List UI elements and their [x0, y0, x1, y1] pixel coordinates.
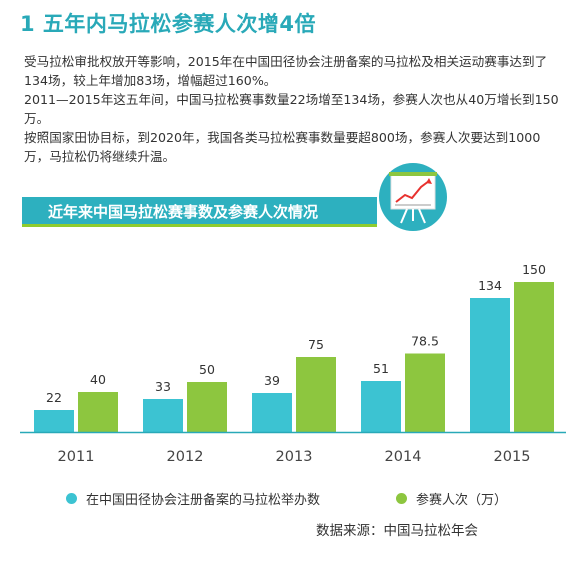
bar-s2-2013 [296, 357, 336, 432]
paragraph-3: 按照国家田协目标，到2020年，我国各类马拉松赛事数量要超800场，参赛人次要达… [24, 130, 541, 164]
data-label-s1-2015: 134 [478, 278, 502, 293]
intro-text: 受马拉松审批权放开等影响，2015年在中国田径协会注册备案的马拉松及相关运动赛事… [24, 52, 564, 166]
chart-title: 近年来中国马拉松赛事数及参赛人次情况 [48, 203, 319, 221]
x-tick-label-2015: 2015 [494, 449, 531, 465]
data-label-s2-2013: 75 [308, 337, 324, 352]
bar-s1-2015 [470, 298, 510, 432]
bar-s1-2011 [34, 410, 74, 432]
x-tick-label-2014: 2014 [385, 449, 422, 465]
page-title: 1 五年内马拉松参赛人次增4倍 [20, 12, 317, 36]
data-label-s1-2014: 51 [373, 361, 389, 376]
legend-swatch-green [396, 493, 407, 504]
bar-s2-2011 [78, 392, 118, 432]
x-tick-label-2012: 2012 [167, 449, 204, 465]
legend-swatch-teal [66, 493, 77, 504]
data-label-s1-2013: 39 [264, 373, 280, 388]
bar-s2-2012 [187, 382, 227, 432]
banner-stripe [22, 224, 377, 227]
legend-item-1: 在中国田径协会注册备案的马拉松举办数 [66, 489, 320, 508]
data-label-s2-2012: 50 [199, 362, 215, 377]
legend-label-1: 在中国田径协会注册备案的马拉松举办数 [86, 493, 321, 508]
paragraph-2: 2011—2015年这五年间，中国马拉松赛事数量22场增至134场，参赛人次也从… [24, 92, 559, 126]
data-label-s1-2011: 22 [46, 390, 62, 405]
data-label-s2-2015: 150 [522, 262, 546, 277]
bar-s1-2012 [143, 399, 183, 432]
x-tick-label-2013: 2013 [276, 449, 313, 465]
data-source: 数据来源：中国马拉松年会 [316, 523, 478, 539]
data-label-s1-2012: 33 [155, 379, 171, 394]
growth-chart-board-icon [379, 163, 447, 231]
legend-label-2: 参赛人次（万） [416, 493, 508, 508]
x-tick-label-2011: 2011 [58, 449, 95, 465]
data-label-s2-2014: 78.5 [411, 334, 439, 349]
bar-s1-2013 [252, 393, 292, 432]
bar-s2-2014 [405, 353, 445, 432]
section-banner [22, 197, 377, 224]
data-label-s2-2011: 40 [90, 372, 106, 387]
bar-s2-2015 [514, 282, 554, 432]
bar-s1-2014 [361, 381, 401, 432]
legend-item-2: 参赛人次（万） [396, 489, 507, 508]
paragraph-1: 受马拉松审批权放开等影响，2015年在中国田径协会注册备案的马拉松及相关运动赛事… [24, 54, 548, 88]
